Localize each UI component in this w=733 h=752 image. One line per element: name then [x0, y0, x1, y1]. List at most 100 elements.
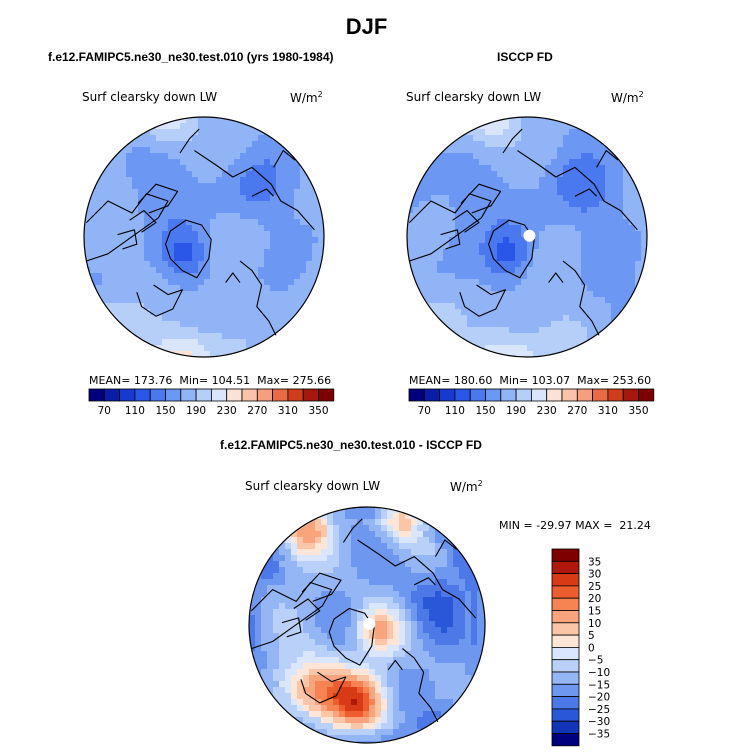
colorbar-box	[287, 388, 304, 402]
colorbar-box	[622, 388, 639, 402]
colorbar-tick-label: 35	[588, 556, 601, 568]
panel2-max: 253.60	[612, 374, 652, 387]
colorbar-tick-label: 110	[125, 405, 145, 417]
colorbar-box	[551, 585, 580, 599]
colorbar-box	[551, 708, 580, 722]
colorbar-box	[551, 597, 580, 611]
panel2-units: W/m2	[611, 90, 644, 105]
colorbar-box	[485, 388, 502, 402]
panel1-map	[83, 116, 325, 358]
colorbar-tick-label: 10	[588, 618, 601, 630]
panel2-map	[406, 116, 648, 358]
panel3-title: f.e12.FAMIPC5.ne30_ne30.test.010 - ISCCP…	[220, 438, 482, 452]
colorbar-box	[469, 388, 486, 402]
panel3-max: 21.24	[619, 519, 651, 532]
colorbar-box	[561, 388, 578, 402]
panel2-colorbar: 70 110 150 190 230 270 310 350	[408, 388, 655, 417]
panel3-coastlines	[251, 518, 477, 723]
panel2-variable: Surf clearsky down LW	[406, 90, 542, 104]
colorbar-tick-label: 270	[567, 405, 587, 417]
colorbar-box	[551, 696, 580, 710]
colorbar-tick-label: −5	[588, 655, 603, 667]
colorbar-tick-label: 70	[418, 405, 431, 417]
colorbar-tick-label: 110	[445, 405, 465, 417]
colorbar-box	[576, 388, 593, 402]
colorbar-box	[551, 610, 580, 624]
colorbar-tick-label: 230	[217, 405, 237, 417]
colorbar-box	[551, 683, 580, 697]
panel3-min: -29.97	[536, 519, 572, 532]
page-title: DJF	[345, 14, 388, 39]
panel1-stats: MEAN= 173.76 Min= 104.51 Max= 275.66	[89, 374, 332, 387]
colorbar-box	[551, 720, 580, 734]
colorbar-box	[551, 622, 580, 636]
colorbar-tick-label: 350	[628, 405, 648, 417]
colorbar-tick-label: 310	[598, 405, 618, 417]
colorbar-tick-label: 150	[475, 405, 495, 417]
colorbar-box	[423, 388, 440, 402]
colorbar-tick-label: 270	[247, 405, 267, 417]
colorbar-tick-label: 15	[588, 606, 601, 618]
colorbar-box	[272, 388, 289, 402]
colorbar-tick-label: −35	[588, 729, 610, 741]
colorbar-tick-label: −30	[588, 716, 610, 728]
panel2-mean: 180.60	[453, 374, 493, 387]
panel1-title: f.e12.FAMIPC5.ne30_ne30.test.010 (yrs 19…	[48, 50, 334, 64]
colorbar-box	[500, 388, 517, 402]
panel1-variable: Surf clearsky down LW	[82, 90, 218, 104]
panel3-pole-dot	[363, 617, 376, 630]
colorbar-tick-label: 350	[308, 405, 328, 417]
colorbar-tick-label: 150	[155, 405, 175, 417]
colorbar-tick-label: −20	[588, 692, 610, 704]
colorbar-box	[302, 388, 319, 402]
panel1-mean: 173.76	[133, 374, 173, 387]
colorbar-box	[515, 388, 532, 402]
colorbar-tick-label: −10	[588, 667, 610, 679]
colorbar-box	[551, 573, 580, 587]
panel2-border	[406, 116, 648, 358]
colorbar-tick-label: 0	[588, 642, 595, 654]
colorbar-box	[551, 634, 580, 648]
panel3-units: W/m2	[450, 479, 483, 494]
panel1-units: W/m2	[290, 90, 323, 105]
colorbar-box	[592, 388, 609, 402]
panel3-stats: MIN = -29.97 MAX = 21.24	[499, 519, 651, 532]
colorbar-box	[531, 388, 548, 402]
panel1-max: 275.66	[292, 374, 332, 387]
panel2-pole-dot	[523, 229, 536, 242]
colorbar-box	[210, 388, 228, 402]
colorbar-tick-label: 5	[588, 630, 595, 642]
colorbar-box	[165, 388, 182, 402]
colorbar-box	[149, 388, 166, 402]
panel2-stats: MEAN= 180.60 Min= 103.07 Max= 253.60	[409, 374, 652, 387]
colorbar-box	[551, 560, 580, 574]
colorbar-tick-label: 20	[588, 593, 601, 605]
panel3-variable: Surf clearsky down LW	[245, 479, 381, 493]
colorbar-box	[318, 388, 335, 402]
panel1-colorbar: 70 110 150 190 230 270 310 350	[88, 388, 335, 417]
colorbar-box	[195, 388, 212, 402]
panel2-coastlines	[409, 128, 638, 336]
colorbar-tick-label: 70	[98, 405, 111, 417]
colorbar-box	[439, 388, 456, 402]
colorbar-box	[546, 388, 563, 402]
colorbar-tick-label: 30	[588, 569, 601, 581]
colorbar-box	[88, 388, 105, 402]
colorbar-box	[454, 388, 471, 402]
colorbar-box	[241, 388, 258, 402]
colorbar-box	[638, 388, 655, 402]
panel2-title: ISCCP FD	[497, 50, 553, 64]
colorbar-tick-label: 190	[506, 405, 526, 417]
panel1-field	[84, 117, 324, 357]
colorbar-tick-label: −25	[588, 704, 610, 716]
colorbar-tick-label: 25	[588, 581, 601, 593]
colorbar-box	[119, 388, 136, 402]
panel2-min: 103.07	[531, 374, 571, 387]
colorbar-box	[551, 733, 580, 747]
colorbar-box	[256, 388, 273, 402]
colorbar-box	[551, 647, 580, 661]
colorbar-box	[551, 548, 580, 562]
colorbar-box	[134, 388, 151, 402]
